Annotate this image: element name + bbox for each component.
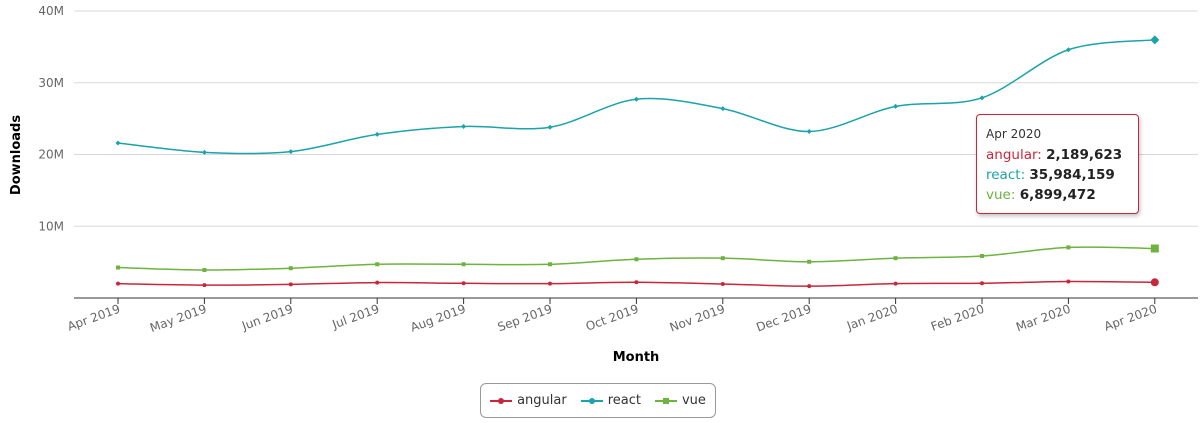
data-point [461, 262, 466, 267]
data-point [288, 266, 293, 271]
tooltip-series-value: 6,899,472 [1019, 187, 1096, 203]
data-point [375, 262, 380, 267]
tooltip-row-angular: angular: 2,189,623 [986, 147, 1123, 163]
data-point [202, 283, 207, 288]
series-layer [115, 35, 1160, 289]
legend-swatch-react [580, 396, 603, 406]
data-point [548, 281, 552, 286]
data-point [893, 103, 899, 109]
series-angular [116, 278, 1159, 289]
data-point [1150, 244, 1159, 253]
x-tick-label: May 2019 [148, 302, 208, 335]
tooltip-series-value: 2,189,623 [1046, 147, 1123, 163]
x-tick-label: Dec 2019 [754, 302, 813, 335]
data-point [634, 257, 639, 262]
data-point [1065, 47, 1071, 53]
legend-item-react[interactable]: react [580, 393, 641, 408]
chart-tooltip: Apr 2020 angular: 2,189,623 react: 35,98… [976, 114, 1139, 214]
data-point [288, 282, 293, 287]
legend-swatch-vue [654, 396, 677, 406]
x-tick-label: Mar 2020 [1014, 302, 1072, 335]
series-react [115, 35, 1160, 155]
data-point [1150, 35, 1160, 45]
data-point [633, 96, 639, 102]
data-point [116, 281, 120, 286]
data-point [116, 265, 120, 270]
x-tick-label: Jun 2019 [239, 302, 295, 334]
data-point [980, 254, 984, 259]
x-axis-title: Month [613, 350, 660, 365]
data-point [547, 124, 553, 130]
tooltip-title: Apr 2020 [986, 127, 1042, 141]
data-point [979, 95, 985, 101]
tooltip-row-vue: vue: 6,899,472 [986, 187, 1096, 203]
series-vue [116, 244, 1159, 273]
x-tick-label: Aug 2019 [409, 302, 468, 335]
legend-label: react [607, 393, 641, 408]
tooltip-series-name: react [986, 167, 1021, 183]
data-point [461, 281, 466, 286]
data-point [1150, 278, 1159, 287]
legend-label: vue [681, 393, 706, 408]
data-point [1066, 279, 1071, 284]
chart-legend: angular react vue [480, 383, 716, 418]
x-tick-label: Oct 2019 [584, 302, 641, 334]
x-tick-label: Feb 2020 [929, 302, 986, 334]
x-tick-label: Apr 2019 [65, 302, 122, 334]
data-point [806, 129, 812, 135]
data-point [893, 281, 898, 286]
y-tick-label: 40M [38, 4, 64, 18]
x-tick-label: Nov 2019 [668, 302, 727, 335]
data-point [720, 106, 726, 112]
tooltip-row-react: react: 35,984,159 [986, 167, 1115, 183]
data-point [980, 281, 984, 286]
y-tick-label: 20M [38, 148, 64, 162]
legend-label: angular [517, 393, 567, 408]
data-point [375, 280, 380, 285]
x-tick-label: Jan 2020 [844, 302, 899, 334]
data-point [720, 256, 725, 261]
x-tick-label: Apr 2020 [1102, 302, 1159, 334]
y-axis-title: Downloads [9, 115, 24, 195]
legend-swatch-angular [490, 396, 513, 406]
legend-item-vue[interactable]: vue [654, 393, 706, 408]
tooltip-series-value: 35,984,159 [1029, 167, 1115, 183]
data-point [548, 262, 552, 267]
data-point [893, 256, 898, 261]
data-point [807, 259, 812, 264]
tooltip-series-name: vue [986, 187, 1011, 203]
data-point [461, 124, 467, 130]
data-point [807, 284, 812, 289]
y-axis-ticks: 10M 20M 30M 40M [38, 4, 64, 233]
data-point [720, 282, 725, 287]
data-point [115, 140, 121, 146]
x-tick-label: Jul 2019 [330, 302, 382, 332]
legend-item-angular[interactable]: angular [490, 393, 567, 408]
data-point [374, 131, 380, 137]
data-point [288, 149, 294, 155]
data-point [201, 149, 207, 155]
x-axis-ticks: Apr 2019 May 2019 Jun 2019 Jul 2019 Aug 2019… [65, 298, 1159, 335]
data-point [202, 268, 207, 273]
x-tick-label: Sep 2019 [496, 302, 554, 335]
data-point [1066, 245, 1071, 250]
y-tick-label: 10M [38, 219, 64, 233]
data-point [634, 280, 639, 285]
tooltip-series-name: angular [986, 147, 1038, 163]
y-tick-label: 30M [38, 76, 64, 90]
